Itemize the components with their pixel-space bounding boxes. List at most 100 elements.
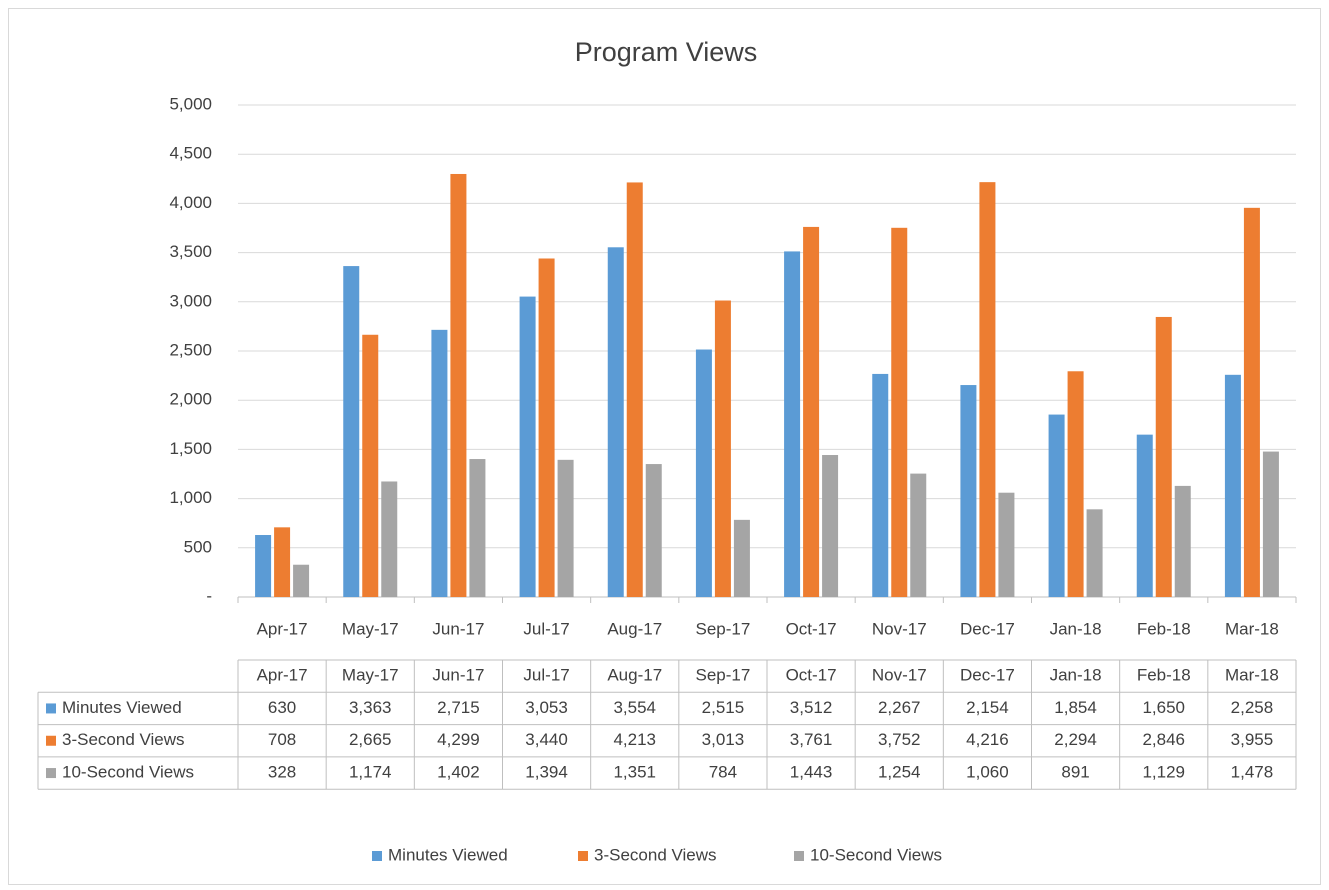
table-cell: 3,554 (613, 698, 656, 717)
x-tick-label: Jun-17 (432, 619, 484, 638)
y-tick-label: 2,500 (169, 340, 212, 359)
table-cell: 1,443 (790, 763, 833, 782)
table-header: Nov-17 (872, 666, 927, 685)
table-cell: 3,512 (790, 698, 833, 717)
table-cell: 3,761 (790, 730, 833, 749)
chart-title: Program Views (575, 37, 758, 67)
x-tick-label: Feb-18 (1137, 619, 1191, 638)
bar (1086, 509, 1103, 597)
x-tick-label: Jan-18 (1050, 619, 1102, 638)
table-cell: 2,715 (437, 698, 480, 717)
bar (998, 492, 1015, 597)
table-legend-key (46, 703, 56, 714)
table-cell: 3,363 (349, 698, 392, 717)
table-header: Jun-17 (432, 666, 484, 685)
bar (626, 182, 643, 597)
bar (1155, 316, 1172, 597)
table-header: Jul-17 (523, 666, 569, 685)
table-cell: 2,665 (349, 730, 392, 749)
bar (362, 334, 379, 597)
legend-label: 3-Second Views (594, 845, 717, 864)
table-cell: 1,254 (878, 763, 921, 782)
bar (255, 535, 272, 597)
y-tick-label: 1,500 (169, 439, 212, 458)
y-tick-label: 500 (184, 537, 212, 556)
table-header: Aug-17 (607, 666, 662, 685)
y-tick-label: 4,500 (169, 144, 212, 163)
y-tick-label: - (206, 586, 212, 605)
x-tick-label: Jul-17 (523, 619, 569, 638)
table-series-name: 3-Second Views (62, 730, 185, 749)
table-cell: 1,650 (1142, 698, 1185, 717)
table-header: Oct-17 (786, 666, 837, 685)
table-cell: 3,955 (1231, 730, 1274, 749)
bar (293, 564, 310, 597)
bar (381, 481, 398, 597)
table-cell: 3,013 (702, 730, 745, 749)
bar (450, 173, 467, 597)
bar (695, 349, 712, 597)
table-cell: 784 (709, 763, 737, 782)
bar (343, 266, 360, 597)
table-header: Jan-18 (1050, 666, 1102, 685)
table-cell: 891 (1061, 763, 1089, 782)
table-cell: 1,060 (966, 763, 1009, 782)
table-cell: 4,299 (437, 730, 480, 749)
table-header: Apr-17 (257, 666, 308, 685)
bar (431, 329, 448, 597)
table-cell: 1,402 (437, 763, 480, 782)
x-tick-label: May-17 (342, 619, 399, 638)
x-tick-label: Sep-17 (696, 619, 751, 638)
x-tick-label: Dec-17 (960, 619, 1015, 638)
x-tick-label: Nov-17 (872, 619, 927, 638)
table-cell: 1,478 (1231, 763, 1274, 782)
bar (1048, 414, 1065, 597)
bar (469, 459, 486, 597)
table-legend-key (46, 768, 56, 779)
x-tick-label: Apr-17 (257, 619, 308, 638)
table-cell: 2,294 (1054, 730, 1097, 749)
bar (557, 459, 574, 597)
bar (910, 473, 927, 597)
legend-label: 10-Second Views (810, 845, 942, 864)
bar (979, 182, 996, 597)
table-cell: 3,752 (878, 730, 921, 749)
y-tick-label: 4,000 (169, 193, 212, 212)
table-cell: 2,846 (1142, 730, 1185, 749)
table-series-name: 10-Second Views (62, 763, 194, 782)
table-cell: 2,515 (702, 698, 745, 717)
bar (645, 464, 662, 597)
x-tick-label: Aug-17 (607, 619, 662, 638)
y-tick-label: 1,000 (169, 488, 212, 507)
table-cell: 3,440 (525, 730, 568, 749)
table-cell: 1,394 (525, 763, 568, 782)
table-series-name: Minutes Viewed (62, 698, 182, 717)
bar (1243, 207, 1260, 597)
table-header: Feb-18 (1137, 666, 1191, 685)
bar (891, 227, 908, 597)
bar (274, 527, 291, 597)
table-cell: 708 (268, 730, 296, 749)
x-tick-label: Oct-17 (786, 619, 837, 638)
table-cell: 4,216 (966, 730, 1009, 749)
y-tick-label: 3,500 (169, 242, 212, 261)
bar (872, 373, 889, 597)
table-cell: 3,053 (525, 698, 568, 717)
table-cell: 1,174 (349, 763, 392, 782)
table-header: May-17 (342, 666, 399, 685)
bar (1067, 371, 1084, 597)
table-legend-key (46, 735, 56, 746)
bar (607, 247, 624, 597)
table-cell: 1,854 (1054, 698, 1097, 717)
bar (822, 455, 839, 597)
table-header: Mar-18 (1225, 666, 1279, 685)
legend-key (794, 851, 804, 861)
bar (1224, 374, 1241, 597)
table-cell: 2,267 (878, 698, 921, 717)
x-tick-label: Mar-18 (1225, 619, 1279, 638)
legend-label: Minutes Viewed (388, 845, 508, 864)
table-cell: 4,213 (613, 730, 656, 749)
bar (784, 251, 801, 598)
bar (714, 300, 731, 597)
